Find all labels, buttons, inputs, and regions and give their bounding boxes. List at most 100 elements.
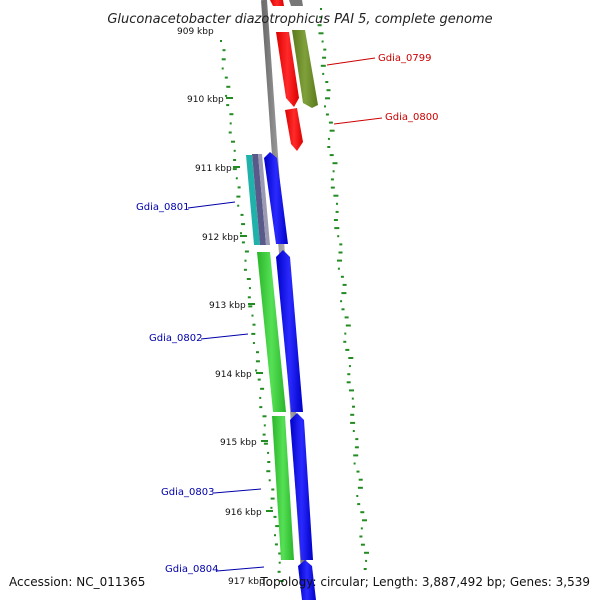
gene-gdia-0799[interactable] bbox=[292, 30, 318, 108]
gc-skew-dot bbox=[356, 470, 360, 473]
gene-gdia-0801-teal[interactable] bbox=[246, 155, 260, 245]
gc-dot bbox=[248, 287, 251, 290]
gc-dot bbox=[233, 149, 236, 152]
gc-dot bbox=[235, 177, 238, 180]
gc-dot bbox=[270, 506, 273, 509]
gene-label-gdia-0801[interactable]: Gdia_0801 bbox=[136, 202, 189, 213]
tick-917: 917 kbp bbox=[228, 577, 265, 587]
gc-skew-dot bbox=[357, 503, 361, 506]
gc-skew-dot bbox=[342, 283, 347, 286]
gc-dot bbox=[270, 497, 275, 500]
gc-dot bbox=[252, 342, 255, 344]
cds-feature-blue-2[interactable] bbox=[276, 250, 303, 412]
gc-dot bbox=[255, 369, 258, 372]
gene-gdia-0804[interactable] bbox=[298, 560, 316, 600]
gc-skew-dot bbox=[330, 186, 335, 189]
gc-skew-dot bbox=[332, 170, 335, 173]
leader-gdia-0799 bbox=[326, 57, 376, 66]
gene-label-gdia-0800[interactable]: Gdia_0800 bbox=[385, 112, 438, 123]
gc-dot bbox=[240, 213, 244, 216]
gene-gdia-0801-slate[interactable] bbox=[252, 154, 266, 245]
gc-skew-dot bbox=[364, 551, 369, 554]
gc-skew-dot bbox=[360, 527, 363, 530]
gc-skew-dot bbox=[327, 137, 330, 140]
tick-label-910: 910 kbp bbox=[187, 95, 224, 105]
gc-dot bbox=[274, 543, 278, 546]
gc-skew-dot bbox=[343, 340, 347, 343]
gc-skew-track-right bbox=[317, 8, 369, 570]
gene-label-gdia-0804[interactable]: Gdia_0804 bbox=[165, 564, 218, 575]
gc-skew-dot bbox=[345, 324, 351, 327]
gene-label-gdia-0799[interactable]: Gdia_0799 bbox=[378, 53, 431, 64]
gc-skew-dot bbox=[324, 105, 326, 108]
gc-skew-dot bbox=[320, 8, 322, 10]
gc-dot bbox=[278, 561, 281, 564]
gc-dot bbox=[263, 442, 268, 445]
gc-skew-dot bbox=[340, 300, 343, 303]
gc-dot bbox=[240, 232, 242, 235]
tick-label-912: 912 kbp bbox=[202, 233, 239, 243]
gene-label-gdia-0803[interactable]: Gdia_0803 bbox=[161, 487, 214, 498]
gene-gdia-0800[interactable] bbox=[285, 108, 303, 151]
gc-skew-dot bbox=[352, 430, 355, 432]
gc-skew-dot bbox=[352, 405, 355, 408]
gc-dot bbox=[236, 195, 241, 198]
gc-dot bbox=[246, 278, 251, 280]
cds-feature-red-1[interactable] bbox=[276, 32, 299, 107]
tick-label-909: 909 kbp bbox=[177, 27, 214, 37]
gc-skew-dot bbox=[354, 446, 359, 449]
gc-dot bbox=[262, 433, 266, 436]
gene-gdia-0801-grey[interactable] bbox=[258, 154, 270, 245]
gc-skew-dot bbox=[335, 210, 339, 213]
gc-dot bbox=[225, 94, 228, 97]
gc-skew-dot bbox=[348, 357, 354, 359]
gene-gdia-0802[interactable] bbox=[257, 252, 286, 412]
gc-dot bbox=[232, 168, 237, 171]
gc-dot bbox=[224, 76, 228, 79]
gc-dot bbox=[275, 525, 280, 528]
gc-dot bbox=[237, 204, 240, 207]
gene-gdia-0803[interactable] bbox=[272, 416, 294, 560]
gc-dot bbox=[228, 131, 232, 134]
gc-dot bbox=[259, 406, 263, 409]
cds-feature-red-top bbox=[270, 0, 284, 6]
gc-dot bbox=[221, 58, 226, 61]
cds-feature-blue-3[interactable] bbox=[290, 413, 313, 560]
gc-skew-dot bbox=[341, 292, 347, 295]
gc-skew-dot bbox=[357, 486, 363, 489]
gc-dot bbox=[252, 323, 256, 326]
gc-dot bbox=[263, 424, 266, 427]
gc-dot bbox=[226, 104, 230, 107]
gc-skew-dot bbox=[345, 348, 350, 351]
gc-dot bbox=[241, 223, 246, 226]
gc-dot bbox=[260, 387, 265, 390]
gc-skew-dot bbox=[333, 219, 338, 221]
gc-skew-dot bbox=[351, 397, 354, 400]
gc-skew-dot bbox=[337, 235, 340, 238]
cds-feature-blue-1[interactable] bbox=[264, 152, 288, 244]
gc-dot bbox=[243, 268, 247, 271]
tick-label-917: 917 kbp bbox=[228, 577, 265, 587]
gc-skew-dot bbox=[350, 421, 356, 424]
gc-skew-dot bbox=[317, 24, 322, 27]
gc-skew-dot bbox=[329, 129, 335, 132]
gc-dot bbox=[241, 241, 245, 244]
gene-label-gdia-0802[interactable]: Gdia_0802 bbox=[149, 333, 202, 344]
gc-skew-dot bbox=[338, 251, 343, 254]
gc-skew-dot bbox=[355, 438, 359, 441]
gc-skew-dot bbox=[333, 194, 339, 197]
gc-dot bbox=[244, 259, 247, 262]
gc-skew-dot bbox=[360, 543, 365, 546]
gc-skew-dot bbox=[356, 495, 359, 497]
gc-dot bbox=[231, 140, 235, 143]
gc-skew-dot bbox=[332, 162, 338, 165]
tick-914: 914 kbp bbox=[215, 370, 263, 380]
gc-dot bbox=[278, 552, 283, 555]
gc-skew-dot bbox=[329, 154, 334, 157]
gc-dot bbox=[248, 305, 253, 308]
gc-skew-dot bbox=[349, 389, 354, 392]
gc-skew-dot bbox=[344, 316, 349, 319]
gc-dot bbox=[237, 186, 241, 189]
accession-label: Accession: NC_011365 bbox=[9, 575, 145, 589]
leader-gdia-0801 bbox=[187, 201, 236, 209]
